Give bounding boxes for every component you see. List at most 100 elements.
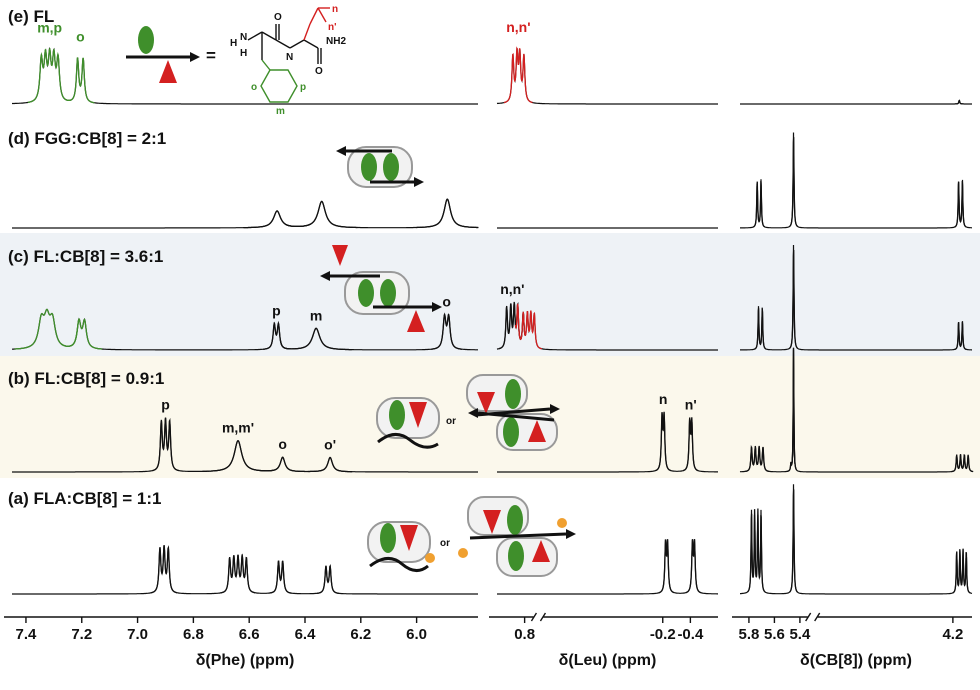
tick-label-0-5: 6.4 [295,626,317,643]
guest-phe-icon [380,523,396,553]
cartoon-a: or [367,496,576,577]
peak-label-b-1: m,m' [222,420,254,436]
panel-label-c: (c) FL:CB[8] = 3.6:1 [8,247,163,266]
arrowhead-left-icon [336,146,346,156]
panel-c-background [0,233,980,356]
tick-label-0-2: 7.0 [127,626,148,643]
panel-label-d: (d) FGG:CB[8] = 2:1 [8,129,166,148]
cartoon-d [336,146,424,188]
baseline-e-CB8 [740,100,972,105]
guest-phe-icon [389,400,405,430]
guest-leu-upper-icon [477,392,495,414]
trace-a [12,484,973,595]
atom-label-o-ortho: o [251,82,257,93]
peak-c-7 [754,307,767,350]
atom-label-h2: H [240,48,247,59]
trace-e [12,46,972,105]
chain-lower [477,411,555,422]
peak-c-8 [789,249,799,349]
peak-label-b-0: p [161,396,170,412]
peak-label-c-3: m [310,307,322,323]
panel-label-a: (a) FLA:CB[8] = 1:1 [8,489,161,508]
atom-label-p: p [300,82,306,93]
phe-unit-icon [138,26,154,54]
trace-d [12,132,972,229]
arrowhead-right-icon [414,177,424,187]
peak-c-4 [431,312,462,350]
leu-bottom-icon [407,310,425,332]
peak-b-0 [152,417,179,472]
peak-c-9 [954,321,967,351]
guest-leu-lower-icon [528,420,546,442]
chain [469,532,567,540]
tick-label-0-4: 6.6 [239,626,260,643]
atom-label-o2: O [315,66,323,77]
amide-cap-icon [425,553,435,563]
axis-break-2 [805,612,821,622]
atom-label-h: H [230,38,237,49]
baseline-b-CB8 [739,348,973,473]
axis-label-0: δ(Phe) (ppm) [196,652,295,669]
peak-label-c-2: p [272,302,281,318]
baseline-a-Leu [497,539,718,595]
tick-label-2-2: 5.4 [789,626,811,643]
tick-label-1-2: -0.4 [677,626,704,643]
atom-label-n1: N [240,32,247,43]
guest-leu-upper-icon [483,510,501,534]
peak-b-3 [307,456,353,473]
peak-d-1 [285,200,358,229]
panel-label-e: (e) FL [8,7,54,26]
atom-label-nh2: NH2 [326,36,346,47]
spectra-group [12,46,974,595]
peak-a-0 [150,545,178,594]
peak-b-4 [655,411,671,472]
arrowhead-left-icon [468,408,478,418]
peak-label-e-1: o [76,28,85,44]
guest-leu-icon [409,402,427,428]
peak-label-b-2: o [278,436,287,452]
equals-sign: = [206,46,216,65]
baseline-a-CB8 [740,484,973,595]
axis-label-1: δ(Leu) (ppm) [559,652,657,669]
baseline-e-Leu [496,48,718,105]
peak-a-1 [220,553,256,594]
tick-label-0-0: 7.4 [16,626,38,643]
peak-c-3 [279,327,352,351]
guest-leu-icon [400,525,418,551]
amide-cap-lower-icon [458,548,468,558]
peak-label-e-2: n,n' [506,19,530,35]
tick-label-1-0: 0.8 [514,626,535,643]
peak-b-9 [951,454,974,473]
tick-label-0-6: 6.2 [350,626,371,643]
tick-label-2-1: 5.6 [764,626,785,643]
guest-left-icon [358,279,374,307]
cartoon-c [320,245,442,332]
arrowhead-right-icon [550,404,560,414]
peak-e-1 [66,57,95,104]
peak-label-e-0: m,p [37,20,62,36]
structural-formula [247,7,330,103]
arrowhead-icon [190,52,200,62]
peak-label-c-5: n,n' [500,281,524,297]
baseline-d-CB8 [740,132,972,229]
peak-a-2 [269,560,292,594]
peak-d-0 [243,210,311,229]
cb8-host-icon [367,521,431,563]
chain-loop [369,557,429,572]
axes-group: 7.4 7.2 7.0 6.8 6.6 6.4 6.2 6.0 δ(Phe) (ppm) 0.8 -… [4,612,972,669]
panel-labels: m,p o n,n' (e) FL (d) FGG:CB[8] = 2:1 p m o n,n'… [8,7,697,508]
tick-label-0-7: 6.0 [406,626,427,643]
atom-label-n2: N [286,52,293,63]
peak-b-6 [745,444,770,473]
guest-phe-upper-icon [507,505,523,535]
leu-top-icon [332,245,348,266]
guest-phe-lower-icon [508,541,524,571]
peak-c-1 [60,317,103,350]
tick-label-0-1: 7.2 [71,626,92,643]
cb8-host-icon [376,397,440,439]
molecule-legend: = H N H N O NH2 O n n' o m p [126,4,346,117]
peak-c-6 [514,303,543,350]
peak-a-4 [658,539,675,594]
amide-cap-upper-icon [557,518,567,528]
tick-label-1-1: -0.2 [650,626,676,643]
